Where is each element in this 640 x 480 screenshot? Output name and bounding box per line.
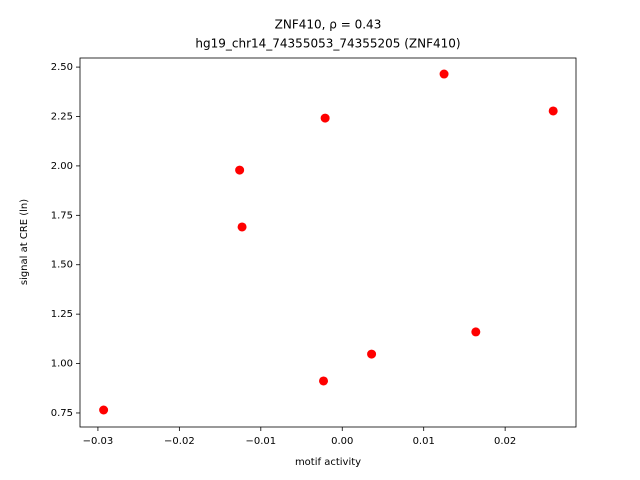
plot-frame bbox=[79, 57, 577, 428]
y-tick-label: 1.50 bbox=[51, 260, 73, 271]
point bbox=[237, 222, 247, 232]
chart-subtitle: hg19_chr14_74355053_74355205 (ZNF410) bbox=[195, 37, 460, 51]
y-axis-label: signal at CRE (ln) bbox=[19, 199, 30, 285]
y-tick-label: 2.00 bbox=[51, 161, 73, 172]
x-tick-label: 0.02 bbox=[494, 436, 516, 447]
y-tick-label: 1.25 bbox=[51, 309, 73, 320]
y-tick-label: 2.50 bbox=[51, 62, 73, 73]
x-tick-label: −0.03 bbox=[83, 436, 114, 447]
point bbox=[320, 113, 330, 123]
x-tick-label: −0.02 bbox=[164, 436, 195, 447]
y-tick-label: 0.75 bbox=[51, 408, 73, 419]
point bbox=[439, 69, 449, 79]
x-tick-label: −0.01 bbox=[245, 436, 276, 447]
point bbox=[99, 405, 109, 415]
x-tick-label: 0.01 bbox=[413, 436, 435, 447]
point bbox=[548, 106, 558, 116]
y-tick-label: 1.75 bbox=[51, 210, 73, 221]
point bbox=[235, 165, 245, 175]
point bbox=[319, 376, 329, 386]
x-tick-label: 0.00 bbox=[331, 436, 353, 447]
point bbox=[367, 349, 377, 359]
y-tick-label: 1.00 bbox=[51, 359, 73, 370]
x-axis-label: motif activity bbox=[295, 457, 361, 468]
point bbox=[471, 327, 481, 337]
chart-title: ZNF410, ρ = 0.43 bbox=[275, 18, 382, 32]
y-tick-label: 2.25 bbox=[51, 112, 73, 123]
